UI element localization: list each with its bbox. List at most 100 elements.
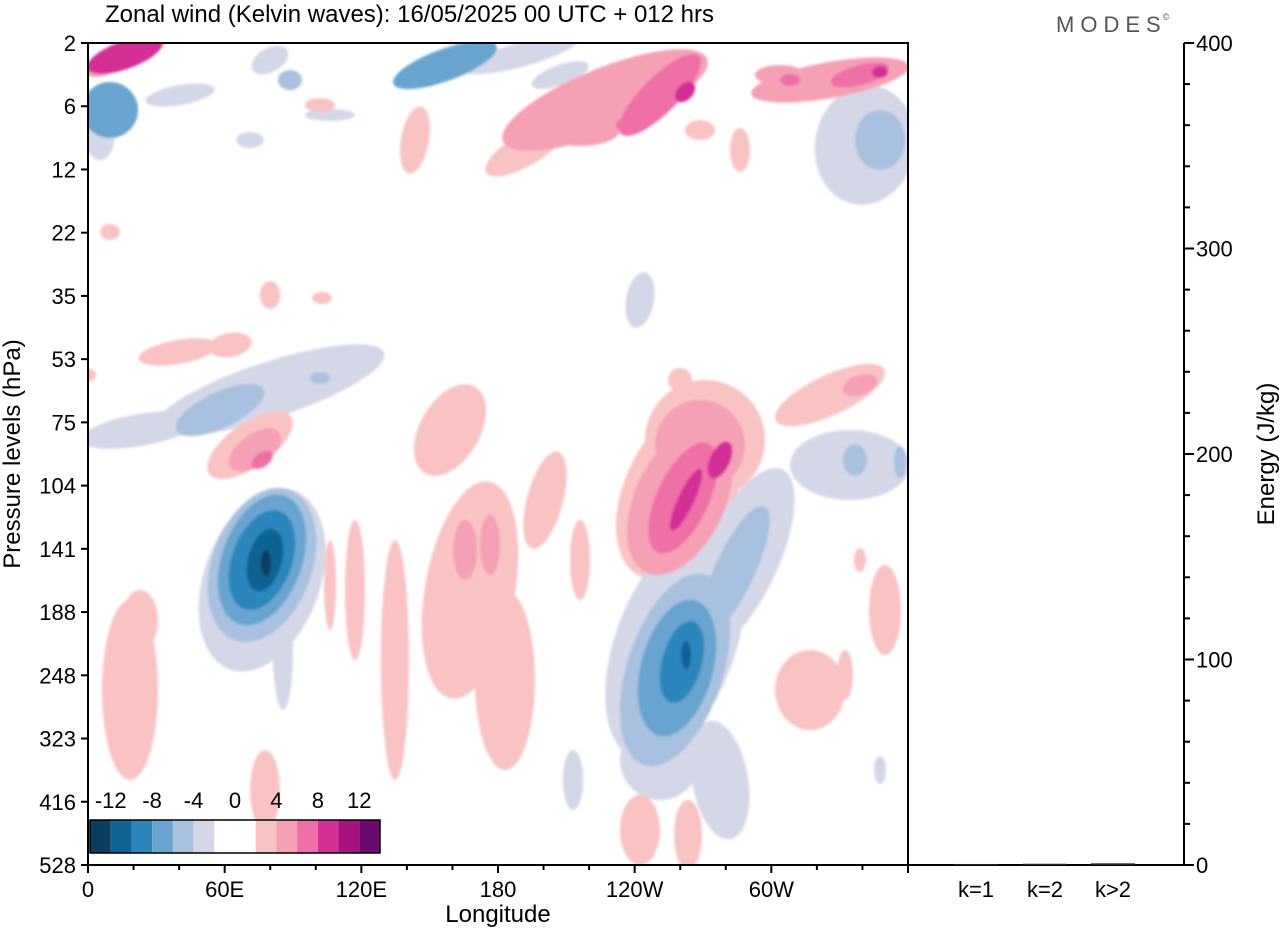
colorbar-label: 0 [229,788,241,813]
energy-bar [1023,863,1067,865]
westerly-anomaly-region [674,800,702,865]
westerly-anomaly-region [842,373,878,397]
chart-title: Zonal wind (Kelvin waves): 16/05/2025 00… [105,1,714,28]
energy-category-label: k=1 [958,877,994,902]
energy-category-label: k>2 [1095,877,1131,902]
westerly-anomaly-region [620,795,660,865]
easterly-anomaly-region [625,272,655,328]
longitude-tick-label: 120W [606,877,664,902]
easterly-anomaly-region [393,43,497,90]
westerly-anomaly-region [251,451,273,469]
colorbar-cell [297,820,318,853]
energy-axis-label: Energy (J/kg) [1253,383,1280,526]
colorbar: -12 -8 -4 0 4 8 12 [89,788,381,854]
pressure-tick-label: 323 [39,727,76,752]
colorbar-cell [255,820,277,853]
modes-logo: MODES© [1056,12,1175,37]
colorbar-cell [359,820,380,853]
westerly-anomaly-region [869,565,901,655]
easterly-anomaly-region [251,45,289,75]
westerly-anomaly-region [208,332,252,358]
easterly-anomaly-region [88,411,200,449]
pressure-tick-label: 12 [52,157,76,182]
pressure-tick-label: 104 [39,474,76,499]
westerly-anomaly-region [523,451,567,549]
easterly-anomaly-region [278,70,302,90]
energy-category-label: k=2 [1027,877,1063,902]
longitude-tick-label: 60W [749,877,794,902]
westerly-anomaly-region [88,369,96,381]
westerly-anomaly-region [400,106,430,174]
colorbar-cell [110,820,132,853]
westerly-anomaly-region [88,43,163,74]
easterly-anomaly-region [690,720,750,840]
westerly-anomaly-region [138,338,218,366]
westerly-anomaly-region [872,66,888,78]
westerly-anomaly-region [345,520,365,660]
westerly-anomaly-region [780,74,800,86]
easterly-anomaly-region [563,750,583,810]
westerly-anomaly-region [260,281,280,309]
easterly-anomaly-region [145,83,215,107]
y-axis-label: Pressure levels (hPa) [0,339,26,568]
longitude-tick-label: 0 [82,877,94,902]
zonal-wind-contours [88,43,908,865]
energy-tick-label: 400 [1196,31,1233,56]
easterly-anomaly-region [88,82,138,138]
energy-tick-label: 100 [1196,648,1233,673]
easterly-anomaly-region [261,550,271,576]
colorbar-cell [276,820,298,853]
pressure-tick-label: 416 [39,790,76,815]
longitude-tick-label: 120E [336,877,387,902]
pressure-tick-label: 528 [39,853,76,878]
colorbar-cell [172,820,194,853]
westerly-anomaly-region [453,520,477,580]
westerly-anomaly-region [616,117,644,133]
westerly-anomaly-region [122,590,158,650]
colorbar-cell [214,820,256,853]
westerly-anomaly-region [324,540,336,630]
colorbar-label: 4 [270,788,282,813]
westerly-anomaly-region [669,469,703,531]
colorbar-label: 12 [347,788,371,813]
colorbar-cell [131,820,153,853]
westerly-anomaly-region [250,750,280,830]
easterly-anomaly-region [894,446,906,478]
westerly-anomaly-region [312,292,332,304]
colorbar-cell [338,820,360,853]
energy-tick-label: 0 [1196,853,1208,878]
westerly-anomaly-region [837,650,853,700]
pressure-tick-label: 188 [39,600,76,625]
x-axis-label: Longitude [445,901,550,928]
westerly-anomaly-region [674,81,696,103]
pressure-tick-label: 2 [64,31,76,56]
easterly-anomaly-region [681,641,691,669]
easterly-anomaly-region [236,132,264,148]
colorbar-label: -8 [142,788,162,813]
easterly-anomaly-region [874,756,886,784]
westerly-anomaly-region [540,114,620,146]
pressure-tick-label: 22 [52,221,76,246]
westerly-anomaly-region [570,520,590,600]
pressure-tick-label: 53 [52,347,76,372]
pressure-tick-label: 248 [39,663,76,688]
easterly-anomaly-region [175,383,265,437]
pressure-tick-label: 141 [39,537,76,562]
westerly-anomaly-region [413,384,487,476]
westerly-anomaly-region [619,54,701,136]
energy-panel: 0 100 200 300 400 k=1 k=2 k>2 [908,31,1233,902]
pressure-tick-label: 35 [52,284,76,309]
longitude-tick-label: 60E [205,877,244,902]
easterly-anomaly-region [531,61,589,89]
energy-tick-label: 200 [1196,442,1233,467]
easterly-anomaly-region [305,109,355,121]
westerly-anomaly-region [685,120,715,140]
westerly-anomaly-region [100,224,120,240]
colorbar-cell [193,820,215,853]
westerly-anomaly-region [475,590,535,770]
colorbar-label: -12 [95,788,127,813]
pressure-tick-label: 75 [52,410,76,435]
westerly-anomaly-region [707,441,733,479]
easterly-anomaly-region [310,372,330,384]
westerly-anomaly-region [480,515,500,575]
